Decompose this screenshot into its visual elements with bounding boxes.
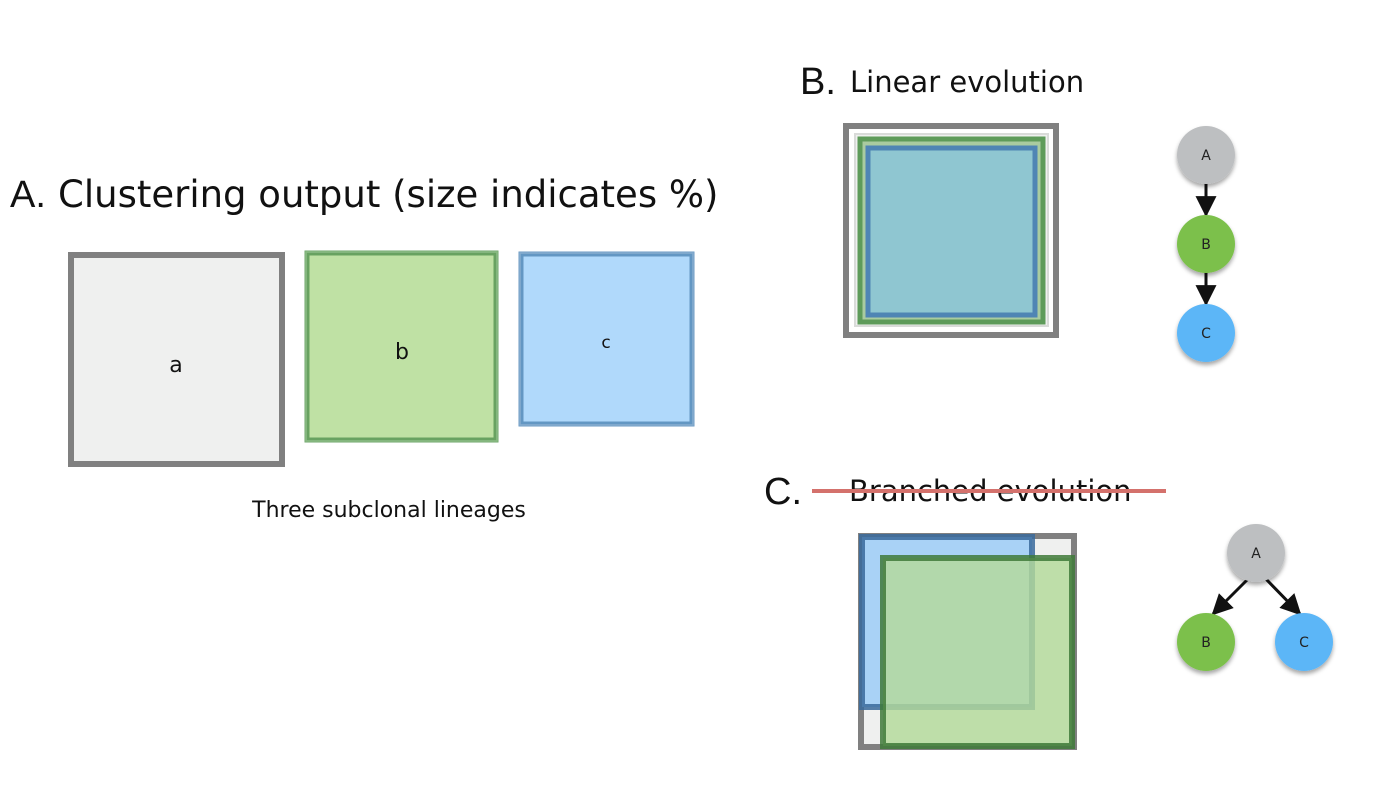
panel-b-title: Linear evolution — [850, 65, 1084, 99]
panel-c-letter: C. — [764, 471, 802, 513]
cluster-box-c: c — [518, 251, 695, 427]
panel-b-letter: B. — [800, 61, 836, 103]
cluster-box-a-label: a — [169, 353, 182, 378]
tree-node-a-label: A — [1201, 148, 1211, 164]
cluster-box-a: a — [68, 252, 285, 467]
panel-c: C. Branched evolution A B C — [764, 471, 1333, 750]
panel-a-title: Clustering output (size indicates %) — [58, 173, 718, 216]
nested-boxes-linear — [843, 123, 1059, 338]
cluster-box-c-label: c — [601, 333, 610, 353]
tree-node-b-branched: B — [1177, 613, 1235, 671]
tree-node-b-label: B — [1201, 237, 1211, 253]
tree-node-a: A — [1177, 126, 1235, 184]
tree-node-b: B — [1177, 215, 1235, 273]
panel-a-caption: Three subclonal lineages — [251, 498, 526, 523]
branched-tree: A B C — [1177, 524, 1333, 671]
panel-b: B. Linear evolution A B C — [800, 61, 1235, 362]
panel-a: A. Clustering output (size indicates %) … — [10, 173, 718, 523]
tree-node-a-branched-label: A — [1251, 546, 1261, 562]
cluster-box-b-label: b — [395, 340, 409, 365]
tree-node-b-branched-label: B — [1201, 635, 1211, 651]
overlapping-boxes-branched — [858, 533, 1077, 750]
tree-edge-a-c-branched — [1262, 575, 1302, 616]
tree-node-c: C — [1177, 304, 1235, 362]
panel-a-letter: A. — [10, 174, 46, 216]
tree-node-c-branched: C — [1275, 613, 1333, 671]
tree-edge-a-b-branched — [1211, 575, 1252, 616]
tree-node-c-label: C — [1201, 326, 1211, 342]
linear-tree: A B C — [1177, 126, 1235, 362]
tree-node-c-branched-label: C — [1299, 635, 1309, 651]
tree-node-a-branched: A — [1227, 524, 1285, 582]
cluster-box-b: b — [304, 250, 499, 443]
